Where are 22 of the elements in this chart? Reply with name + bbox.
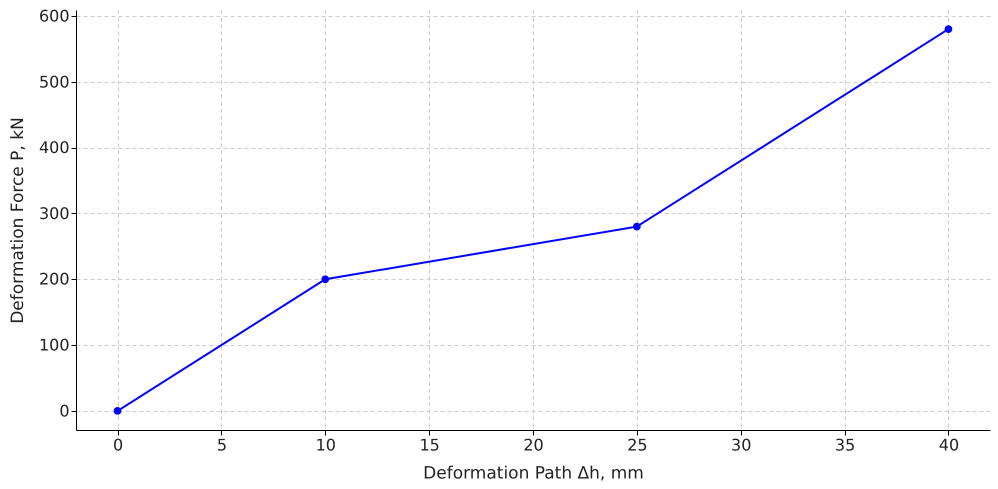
x-tick-label: 10 [316, 436, 336, 454]
x-tick-label: 15 [419, 436, 440, 454]
y-tick-label: 0 [59, 401, 70, 420]
x-tick-label: 30 [731, 436, 752, 454]
y-tick-label: 100 [38, 336, 70, 355]
x-tick-label: 40 [938, 436, 960, 454]
y-tick-label: 600 [38, 6, 70, 26]
x-tick-label: 0 [112, 436, 124, 454]
point [944, 25, 952, 33]
x-axis-title: Deformation Path Δh, mm [423, 464, 644, 484]
y-axis-title: Deformation Force P, kN [8, 117, 28, 324]
x-tick-label: 5 [216, 436, 228, 454]
x-tick-label: 25 [627, 436, 648, 454]
y-tick-label: 300 [38, 204, 70, 223]
y-tick-label: 400 [38, 138, 70, 158]
y-tick-label: 200 [38, 270, 70, 289]
x-tick-label: 20 [523, 436, 544, 454]
point [114, 407, 122, 415]
point [321, 275, 330, 284]
point [632, 222, 641, 230]
y-tick-label: 500 [38, 72, 70, 92]
x-tick-label: 35 [834, 436, 856, 454]
